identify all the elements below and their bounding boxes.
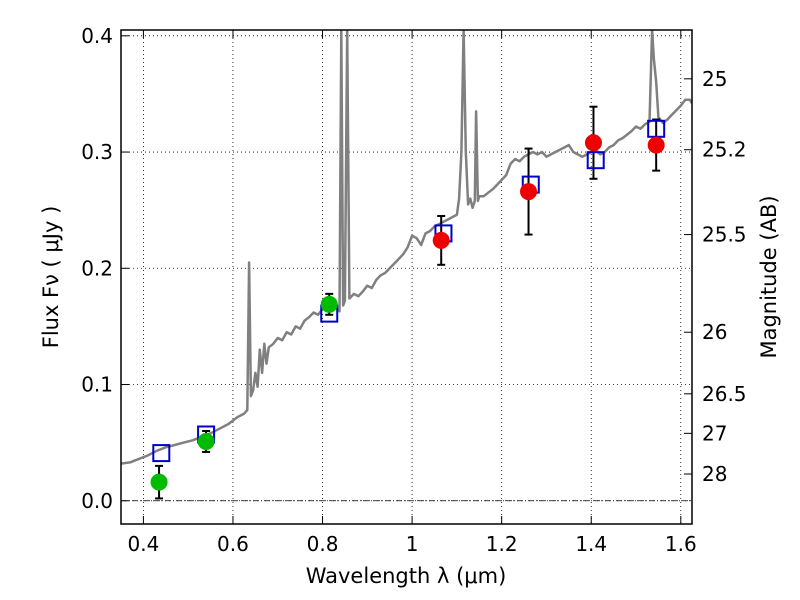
grid (121, 30, 692, 524)
model-spectrum-line (121, 30, 692, 465)
nir-point (647, 136, 665, 154)
nir-point (520, 183, 538, 201)
mag-tick-label: 27 (702, 421, 727, 445)
model-point-square (586, 151, 605, 170)
optical-point (150, 473, 168, 491)
x-tick-label: 1.4 (575, 532, 607, 556)
x-axis-label: Wavelength λ (μm) (306, 564, 507, 588)
y-axis-label: Flux Fν ( μJy ) (39, 206, 63, 349)
mag-tick-label: 28 (702, 462, 727, 486)
y2-axis-label: Magnitude (AB) (757, 195, 781, 358)
model-spectrum (121, 30, 692, 465)
mag-tick-label: 25 (702, 67, 727, 91)
x-tick-label: 0.4 (127, 532, 159, 556)
model-point-square (152, 444, 171, 463)
y-tick-label: 0.2 (81, 256, 113, 280)
plot-frame (120, 29, 693, 525)
y-tick-label: 0.0 (81, 489, 113, 513)
mag-tick-label: 25.5 (702, 223, 747, 247)
mag-tick-label: 26 (702, 320, 727, 344)
x-tick-label: 0.8 (307, 532, 339, 556)
x-tick-label: 1.6 (665, 532, 697, 556)
y-tick-label: 0.3 (81, 140, 113, 164)
mag-tick-label: 26.5 (702, 382, 747, 406)
mag-tick-label: 25.2 (702, 138, 747, 162)
x-tick-label: 0.6 (217, 532, 249, 556)
x-tick-label: 1 (406, 532, 419, 556)
y-tick-label: 0.4 (81, 24, 113, 48)
optical-point (320, 295, 338, 313)
data-points (150, 105, 666, 500)
y-tick-label: 0.1 (81, 373, 113, 397)
optical-point (197, 432, 215, 450)
nir-point (584, 134, 602, 152)
x-tick-label: 1.2 (486, 532, 518, 556)
axes: 0.4 0.6 0.8 1 1.2 1.4 1.6 0.0 0.1 0.2 0.3 0.4 25 25.2… (81, 24, 746, 556)
nir-point (432, 231, 450, 249)
